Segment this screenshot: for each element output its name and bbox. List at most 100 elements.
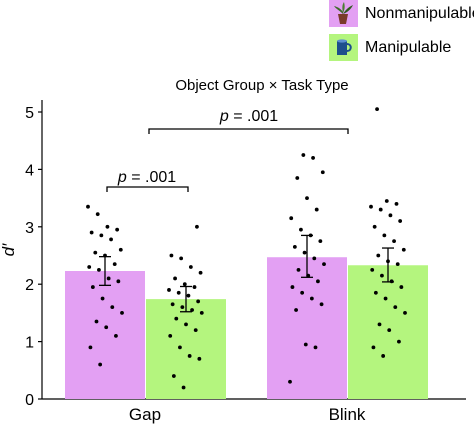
- data-point: [109, 237, 113, 242]
- data-point: [403, 311, 407, 315]
- data-point: [397, 339, 401, 344]
- data-point: [316, 279, 320, 284]
- data-point: [381, 354, 386, 358]
- significance-bracket-gap: p = .001: [106, 169, 189, 192]
- data-point: [387, 328, 392, 333]
- data-point: [382, 233, 387, 238]
- data-point: [193, 328, 198, 333]
- data-point: [295, 176, 300, 180]
- data-point: [388, 213, 393, 218]
- data-point: [190, 308, 194, 312]
- data-point: [401, 247, 406, 252]
- bar-gap-manipulable: [146, 299, 226, 399]
- data-point: [167, 288, 171, 292]
- data-point: [392, 239, 396, 244]
- data-point: [176, 290, 181, 295]
- x-tick-label-gap: Gap: [129, 405, 161, 424]
- error-bars: [99, 234, 394, 313]
- data-point: [192, 285, 197, 289]
- data-point: [105, 224, 110, 229]
- data-point: [299, 227, 303, 232]
- y-tick-label: 2: [25, 277, 34, 294]
- data-point: [309, 296, 314, 301]
- legend: Nonmanipulable Manipulable: [329, 0, 474, 61]
- data-point: [376, 253, 381, 258]
- data-point: [120, 311, 124, 315]
- significance-bracket-group: p = .001: [148, 108, 349, 134]
- data-point: [87, 265, 92, 269]
- data-point: [294, 308, 298, 312]
- data-point: [197, 356, 202, 361]
- data-point: [110, 305, 115, 310]
- data-point: [369, 204, 373, 209]
- data-point: [198, 270, 203, 275]
- data-point: [186, 293, 191, 298]
- data-point: [170, 302, 175, 307]
- data-point: [179, 256, 184, 261]
- data-point: [370, 267, 375, 272]
- data-point: [106, 276, 111, 281]
- data-point: [373, 290, 378, 295]
- data-point: [98, 362, 103, 367]
- data-point: [375, 107, 379, 112]
- y-tick-label: 3: [25, 220, 34, 237]
- data-point: [169, 253, 174, 258]
- data-point: [305, 196, 309, 201]
- data-point: [114, 333, 118, 338]
- potted-plant-icon: [334, 2, 353, 24]
- data-point: [288, 379, 292, 384]
- data-point: [118, 247, 123, 252]
- data-point: [302, 250, 307, 255]
- data-point: [322, 262, 326, 267]
- data-point: [319, 302, 324, 307]
- data-point: [116, 279, 121, 284]
- data-point: [93, 250, 98, 255]
- bar-gap-nonmanipulable: [65, 270, 145, 399]
- data-point: [95, 212, 100, 217]
- data-point: [372, 224, 377, 229]
- data-point: [115, 227, 120, 232]
- data-point: [94, 319, 99, 324]
- y-axis-label: d′: [0, 243, 18, 256]
- data-point: [399, 285, 404, 289]
- p-value-gap: p = .001: [117, 169, 176, 186]
- data-point: [112, 262, 117, 267]
- legend-label-nonmanipulable: Nonmanipulable: [365, 5, 474, 22]
- data-point: [182, 282, 187, 287]
- data-point: [89, 230, 94, 235]
- p-value-group: p = .001: [219, 108, 278, 125]
- data-point: [171, 374, 176, 378]
- y-tick-label: 5: [25, 105, 34, 122]
- data-point: [188, 265, 193, 269]
- data-point: [97, 267, 101, 272]
- data-point: [289, 216, 294, 221]
- data-point: [371, 345, 376, 350]
- data-point: [292, 244, 297, 249]
- data-point: [383, 296, 388, 301]
- bar-blink-nonmanipulable: [267, 257, 347, 399]
- data-point: [301, 153, 306, 157]
- data-point: [303, 342, 308, 347]
- data-point: [174, 316, 179, 321]
- data-point: [88, 345, 93, 350]
- data-point: [100, 296, 105, 301]
- data-point: [393, 305, 398, 310]
- data-point: [313, 345, 318, 350]
- x-tick-labels: Gap Blink: [129, 405, 366, 424]
- data-point: [86, 204, 90, 209]
- data-point: [311, 156, 315, 160]
- data-point: [318, 239, 323, 244]
- x-tick-label-blink: Blink: [329, 405, 366, 424]
- data-point: [384, 199, 389, 203]
- data-point: [394, 201, 399, 206]
- data-points: [86, 107, 407, 390]
- data-point: [290, 285, 295, 289]
- data-point: [312, 256, 317, 261]
- data-point: [378, 207, 383, 212]
- legend-label-manipulable: Manipulable: [365, 39, 451, 56]
- y-ticks: 0 1 2 3 4 5: [25, 105, 42, 409]
- data-point: [104, 325, 109, 330]
- y-tick-label: 4: [25, 162, 34, 179]
- data-point: [184, 322, 188, 327]
